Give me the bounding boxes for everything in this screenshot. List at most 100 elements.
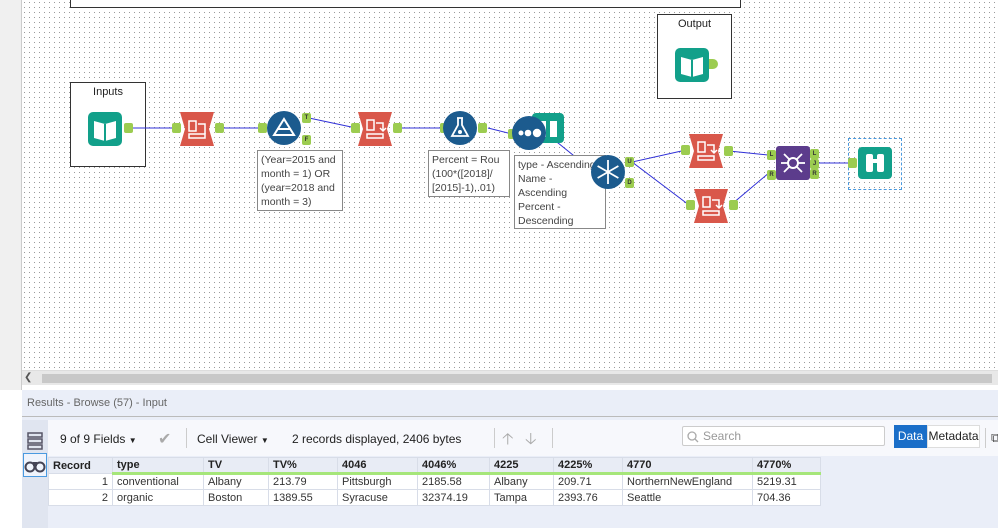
top-container[interactable] (70, 0, 741, 8)
column-header[interactable]: Record (48, 457, 113, 474)
data-tab[interactable]: Data (894, 425, 927, 448)
cell: Albany (489, 473, 554, 490)
filter-icon (267, 111, 301, 145)
duplicates-anchor[interactable]: D (625, 178, 634, 188)
book-icon (675, 48, 709, 82)
table-header-row: Record type TV TV% 4046 4046% 4225 4225%… (48, 457, 821, 475)
input-anchor[interactable] (686, 200, 695, 210)
output-anchor[interactable] (393, 123, 402, 133)
wire (308, 117, 357, 129)
output-anchor[interactable] (729, 200, 738, 210)
column-header[interactable]: TV% (268, 457, 338, 475)
table-row[interactable]: 1 conventional Albany 213.79 Pittsburgh … (48, 473, 821, 490)
arrow-down-icon[interactable]: 🡣 (525, 431, 537, 448)
input-anchor[interactable] (258, 123, 267, 133)
cell: Tampa (489, 489, 554, 506)
cell: conventional (112, 473, 204, 490)
filter-annotation: (Year=2015 and month = 1) OR (year=2018 … (257, 150, 343, 211)
output-anchor[interactable] (724, 146, 733, 156)
left-input-anchor[interactable]: L (767, 150, 776, 160)
list-view-icon[interactable] (27, 432, 43, 450)
cell: Seattle (622, 489, 753, 506)
chevron-down-icon: ▼ (260, 436, 269, 445)
formula-tool[interactable] (443, 111, 477, 148)
wire (631, 161, 690, 206)
flask-icon (443, 111, 477, 145)
scroll-left-icon[interactable]: ❮ (24, 372, 33, 383)
right-output-anchor[interactable]: R (810, 169, 819, 179)
column-header[interactable]: 4770 (622, 457, 753, 475)
wire (631, 149, 687, 163)
cell: 704.36 (752, 489, 821, 506)
chevron-down-icon: ▼ (128, 436, 137, 445)
unique-anchor[interactable]: U (625, 157, 634, 167)
input-anchor[interactable] (681, 145, 690, 155)
wire (731, 171, 771, 205)
wire (728, 150, 769, 156)
metadata-tab[interactable]: Metadata (927, 425, 980, 448)
select-icon (180, 112, 214, 146)
crosstab-icon (694, 189, 728, 223)
join-tool[interactable] (776, 146, 810, 183)
copy-options-icon[interactable]: ⧉▼ (991, 430, 998, 445)
input-anchor[interactable] (351, 123, 360, 133)
divider (22, 416, 998, 417)
sort-icon (512, 116, 546, 150)
column-header[interactable]: TV (203, 457, 269, 475)
scrollbar-thumb[interactable] (42, 374, 992, 383)
checkmark-icon[interactable]: ✔ (158, 431, 172, 448)
cell-viewer-label: Cell Viewer (197, 432, 258, 446)
fields-dropdown[interactable]: 9 of 9 Fields ▼ (60, 432, 137, 446)
output-anchor[interactable] (124, 123, 133, 133)
true-anchor[interactable]: T (302, 113, 311, 123)
arrow-up-icon[interactable]: 🡡 (502, 431, 514, 448)
column-header[interactable]: 4225 (489, 457, 554, 475)
false-anchor[interactable]: F (302, 135, 311, 145)
left-panel-strip (0, 0, 22, 390)
join-output-anchor[interactable]: J (810, 159, 819, 169)
column-header[interactable]: 4770% (752, 457, 821, 475)
search-input[interactable]: Search (682, 426, 885, 446)
crosstab-icon (689, 134, 723, 168)
crosstab-tool[interactable] (358, 112, 392, 149)
search-placeholder: Search (703, 429, 742, 443)
input-data-tool[interactable] (88, 112, 122, 149)
crosstab-tool[interactable] (689, 134, 723, 171)
cell: 5219.31 (752, 473, 821, 490)
output-data-tool[interactable] (675, 48, 709, 85)
workflow-canvas[interactable]: Inputs Output T F (Year=2015 and month =… (22, 0, 998, 370)
unique-tool[interactable] (591, 155, 625, 192)
results-toolbar: 9 of 9 Fields ▼ ✔ Cell Viewer ▼ 2 record… (48, 420, 998, 456)
select-tool[interactable] (180, 112, 214, 149)
cell: Boston (203, 489, 269, 506)
table-row[interactable]: 2 organic Boston 1389.55 Syracuse 32374.… (48, 489, 821, 506)
input-anchor[interactable] (848, 158, 857, 168)
snowflake-icon (591, 155, 625, 189)
column-header[interactable]: 4225% (553, 457, 623, 475)
column-header[interactable]: type (112, 457, 204, 475)
horizontal-scrollbar[interactable]: ❮ (22, 370, 998, 385)
records-status: 2 records displayed, 2406 bytes (292, 432, 462, 446)
left-output-anchor[interactable]: L (810, 149, 819, 159)
input-anchor[interactable] (172, 123, 181, 133)
sort-annotation: type - Ascending Name - Ascending Percen… (514, 155, 606, 229)
inputs-container[interactable]: Inputs (70, 82, 146, 167)
crosstab-tool[interactable] (694, 189, 728, 226)
column-header[interactable]: 4046% (417, 457, 490, 475)
right-input-anchor[interactable]: R (767, 170, 776, 180)
binoculars-view-icon[interactable] (23, 453, 47, 477)
container-title: Output (677, 18, 712, 30)
input-anchor[interactable] (709, 59, 718, 69)
cell: Syracuse (337, 489, 418, 506)
filter-tool[interactable] (267, 111, 301, 148)
divider (186, 428, 187, 448)
cell-viewer-dropdown[interactable]: Cell Viewer ▼ (197, 432, 269, 446)
formula-annotation: Percent = Rou (100*([2018]/ [2015]-1),.0… (428, 150, 510, 197)
output-anchor[interactable] (215, 123, 224, 133)
view-sidebar (22, 420, 48, 528)
column-header[interactable]: 4046 (337, 457, 418, 475)
cell: 1 (48, 473, 113, 490)
output-anchor[interactable] (478, 123, 487, 133)
sort-tool[interactable] (512, 116, 546, 153)
browse-tool-selected[interactable] (858, 147, 892, 182)
